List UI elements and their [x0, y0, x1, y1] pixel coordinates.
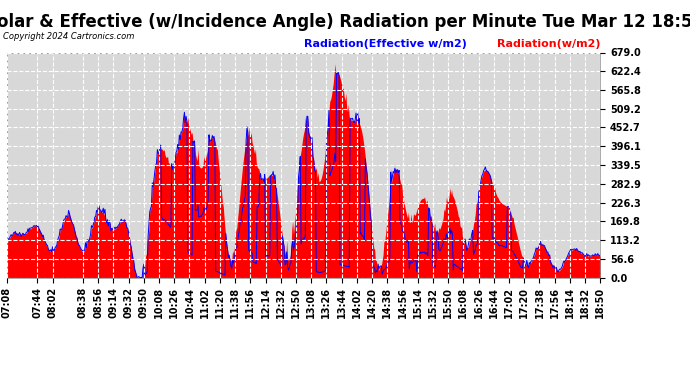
Text: Radiation(w/m2): Radiation(w/m2)	[497, 39, 600, 50]
Text: Copyright 2024 Cartronics.com: Copyright 2024 Cartronics.com	[3, 32, 135, 41]
Text: Radiation(Effective w/m2): Radiation(Effective w/m2)	[304, 39, 466, 50]
Text: Solar & Effective (w/Incidence Angle) Radiation per Minute Tue Mar 12 18:52: Solar & Effective (w/Incidence Angle) Ra…	[0, 13, 690, 31]
